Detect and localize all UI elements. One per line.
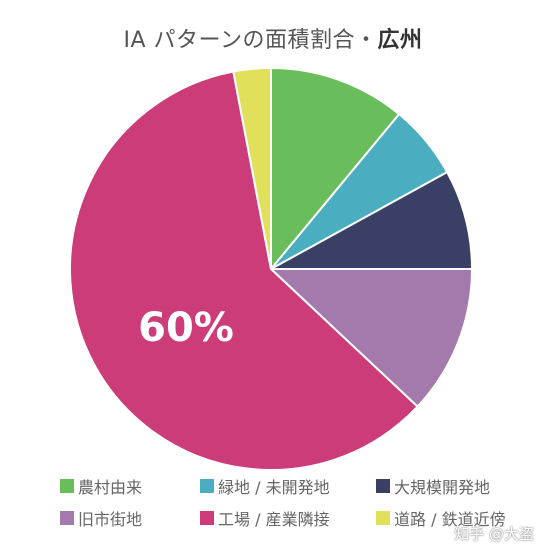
legend-swatch	[376, 511, 390, 525]
watermark: 知乎 @大盗	[454, 525, 534, 543]
pie-slice-4	[268, 268, 474, 409]
chart-title-main: IA パターンの面積割合・	[123, 28, 378, 53]
legend-item: 大規模開発地	[376, 474, 490, 498]
pie-slice-5	[69, 70, 419, 471]
legend-item: 道路 / 鉄道近傍	[376, 506, 506, 530]
legend-swatch	[376, 479, 390, 493]
pie-slice-6	[232, 66, 272, 270]
legend-swatch	[200, 479, 214, 493]
pie-slice-3	[270, 170, 474, 270]
legend-label: 道路 / 鉄道近傍	[394, 510, 506, 529]
legend-label: 旧市街地	[78, 510, 143, 529]
legend-label: 工場 / 産業隣接	[218, 510, 330, 529]
legend-label: 農村由来	[78, 478, 143, 497]
legend-item: 工場 / 産業隣接	[200, 506, 330, 530]
legend-label: 大規模開発地	[394, 478, 491, 497]
legend: 農村由来 緑地 / 未開発地 大規模開発地旧市街地 工場 / 産業隣接 道路 / 鉄道近…	[0, 470, 546, 554]
legend-label: 緑地 / 未開発地	[218, 478, 330, 497]
chart-title-city: 広州	[377, 28, 423, 53]
pie-slice-1	[270, 66, 401, 272]
legend-item: 農村由来	[60, 474, 142, 498]
legend-swatch	[200, 511, 214, 525]
legend-swatch	[60, 511, 74, 525]
chart-title: IA パターンの面積割合・広州	[0, 22, 546, 54]
legend-item: 旧市街地	[60, 506, 142, 530]
data-label-60: 60%	[138, 305, 234, 351]
legend-swatch	[60, 479, 74, 493]
legend-item: 緑地 / 未開発地	[200, 474, 330, 498]
